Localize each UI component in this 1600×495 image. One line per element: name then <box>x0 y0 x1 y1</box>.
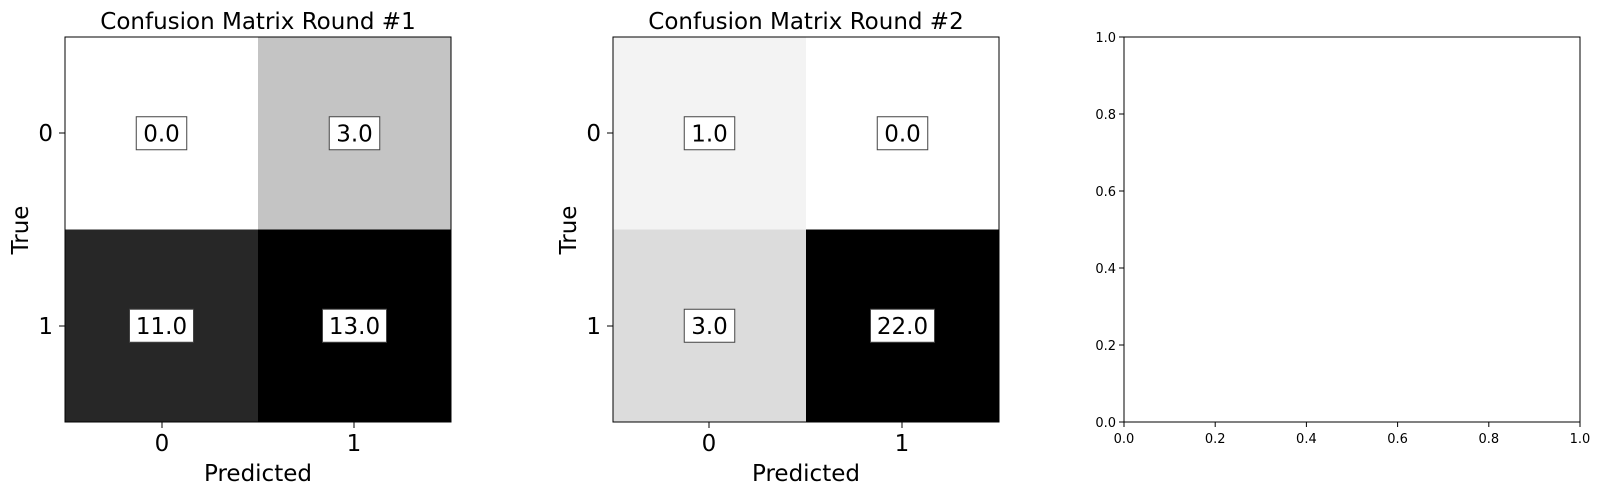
chart-title-2: Confusion Matrix Round #2 <box>648 9 963 35</box>
y-tick-label-3-5: 1.0 <box>1095 31 1116 46</box>
cell-label-box-2-1-0 <box>683 308 736 343</box>
cell-value-2-1-1: 22.0 <box>877 314 928 340</box>
y-tick-label-1-1: 1 <box>38 314 53 340</box>
x-tick-label-3-2: 0.4 <box>1296 432 1317 447</box>
cell-value-1-0-0: 0.0 <box>143 121 180 147</box>
x-tick-label-2-0: 0 <box>702 431 717 457</box>
cell-value-2-0-1: 0.0 <box>884 121 921 147</box>
x-tick-label-3-1: 0.2 <box>1205 432 1226 447</box>
x-tick-label-3-0: 0.0 <box>1114 432 1135 447</box>
confusion-matrix-2: Confusion Matrix Round #2 1.0 0.03.0 22.0 … <box>556 9 1000 487</box>
plot-frame-3 <box>1123 36 1581 423</box>
empty-axes-3: 0.0 0.2 0.4 0.6 0.8 1.0 0.0 0.2 0.4 0.6 0.8 1.0 <box>1095 31 1590 447</box>
y-axis-label-1: True <box>8 206 34 256</box>
cell-value-1-0-1: 3.0 <box>336 121 373 147</box>
heatmap-cells-1: 0.0 3.0 11.0 13.0 <box>65 37 451 422</box>
x-tick-label-1-0: 0 <box>155 431 170 457</box>
x-tick-label-1-1: 1 <box>347 431 362 457</box>
heatmap-cells-2: 1.0 0.0 3.0 22.0 <box>613 37 999 422</box>
y-tick-label-2-1: 1 <box>586 314 601 340</box>
cell-value-1-1-1: 13.0 <box>329 314 380 340</box>
x-tick-label-3-5: 1.0 <box>1570 432 1591 447</box>
y-tick-label-3-3: 0.6 <box>1095 185 1116 200</box>
x-axis-label-1: Predicted <box>204 461 312 487</box>
cell-label-box-1-0-1 <box>328 116 381 151</box>
x-axis-label-2: Predicted <box>752 461 860 487</box>
cell-value-2-0-0: 1.0 <box>691 121 728 147</box>
cell-label-box-2-0-1 <box>876 116 929 151</box>
y-tick-label-1-0: 0 <box>38 121 53 147</box>
confusion-matrix-1: Confusion Matrix Round #1 0.0 3.0 11.0 13.0… <box>8 9 452 487</box>
cell-label-box-1-0-0 <box>135 116 188 151</box>
cell-label-box-2-0-0 <box>683 116 736 151</box>
cell-label-box-2-1-1 <box>870 308 935 343</box>
chart-title-1: Confusion Matrix Round #1 <box>100 9 415 35</box>
x-tick-label-3-3: 0.6 <box>1387 432 1408 447</box>
plot-frame-2 <box>612 36 1000 423</box>
cell-value-2-1-0: 3.0 <box>691 314 728 340</box>
y-tick-label-3-0: 0.0 <box>1095 416 1116 431</box>
cell-value-1-1-0: 11.0 <box>136 314 187 340</box>
y-tick-label-2-0: 0 <box>586 121 601 147</box>
axis-ticks-3: 0.0 0.2 0.4 0.6 0.8 1.0 0.0 0.2 0.4 0.6 0.8 1.0 <box>1095 31 1590 447</box>
y-tick-label-3-4: 0.8 <box>1095 108 1116 123</box>
x-tick-label-2-1: 1 <box>895 431 910 457</box>
cell-label-box-1-1-1 <box>322 308 387 343</box>
y-tick-label-3-2: 0.4 <box>1095 262 1116 277</box>
plot-frame-1 <box>64 36 452 423</box>
x-tick-label-3-4: 0.8 <box>1478 432 1499 447</box>
y-axis-label-2: True <box>556 206 582 256</box>
cell-label-box-1-1-0 <box>129 308 194 343</box>
y-tick-label-3-1: 0.2 <box>1095 339 1116 354</box>
